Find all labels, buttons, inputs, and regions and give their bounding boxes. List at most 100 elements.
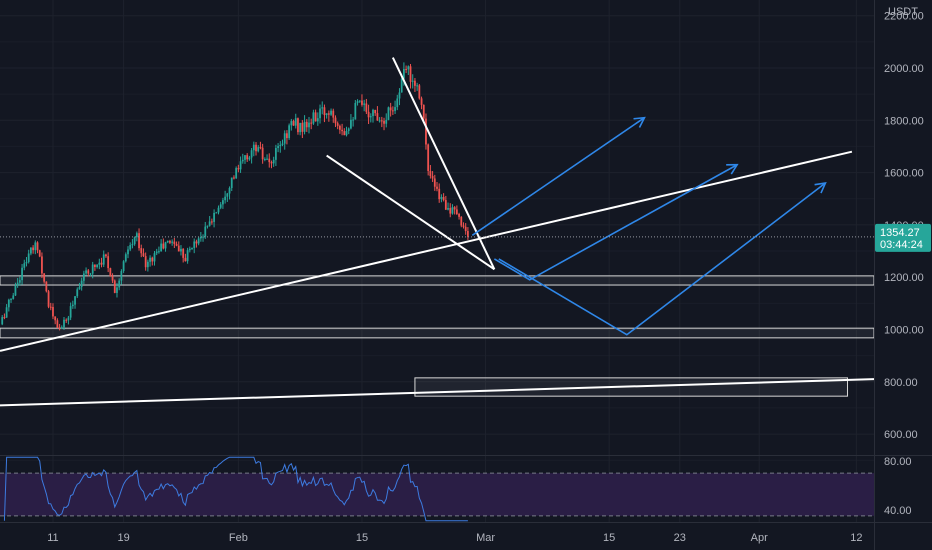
time-axis[interactable]: 11 19 Feb 15 Mar 15 23 Apr 12: [47, 532, 862, 544]
candle-body: [444, 200, 447, 210]
candle-body: [21, 267, 23, 281]
candle-body: [87, 270, 90, 274]
candle-body: [226, 193, 229, 197]
candle-body: [405, 69, 408, 71]
candle-body: [369, 116, 372, 118]
price-tick-label: 600.00: [884, 429, 918, 441]
candle-body: [418, 85, 421, 99]
candle-body: [197, 238, 200, 244]
price-tick-label: 2000.00: [884, 63, 924, 75]
candles[interactable]: [1, 62, 469, 331]
candle-body: [383, 120, 385, 124]
candle-body: [76, 289, 79, 297]
candle-body: [131, 244, 134, 246]
candle-body: [182, 248, 185, 258]
candle-body: [162, 243, 165, 249]
candle-body: [173, 241, 176, 244]
candle-body: [111, 276, 114, 281]
trend-line: [0, 150, 853, 352]
candle-body: [177, 245, 180, 252]
candle-body: [248, 157, 251, 160]
candle-body: [321, 107, 324, 109]
candle-body: [133, 237, 136, 245]
candle-body: [184, 257, 187, 262]
time-tick-label: Apr: [751, 532, 768, 544]
candle-body: [436, 186, 438, 189]
price-tick-label: 1600.00: [884, 168, 924, 180]
candle-body: [272, 159, 275, 164]
candle-body: [433, 178, 436, 187]
candle-body: [116, 287, 118, 293]
candle-body: [270, 162, 273, 164]
candle-body: [237, 168, 240, 170]
candle-body: [98, 262, 101, 265]
candle-body: [36, 242, 39, 251]
candle-body: [239, 161, 242, 170]
candle-body: [319, 108, 321, 119]
candle-body: [261, 147, 264, 160]
candle-body: [455, 209, 458, 215]
candle-body: [259, 147, 262, 149]
candle-body: [241, 159, 244, 162]
candle-body: [199, 236, 202, 239]
candle-body: [228, 188, 231, 194]
candle-body: [299, 122, 302, 133]
time-tick-label: 23: [674, 532, 686, 544]
candle-body: [122, 261, 125, 272]
candle-body: [47, 291, 50, 307]
rsi-line: [3, 456, 468, 522]
candle-body: [422, 104, 425, 119]
candle-body: [69, 306, 72, 318]
candle-body: [288, 125, 291, 139]
candle-body: [23, 263, 26, 268]
candle-body: [314, 112, 317, 122]
candle-body: [365, 103, 368, 112]
candle-body: [71, 304, 74, 307]
price-tick-label: 2200.00: [884, 11, 924, 23]
candle-body: [345, 130, 348, 136]
candle-body: [210, 221, 213, 223]
candle-body: [206, 225, 209, 227]
candle-body: [102, 254, 105, 265]
price-tick-label: 800.00: [884, 377, 918, 389]
support-zone: [0, 275, 875, 286]
candle-body: [54, 316, 57, 321]
candle-body: [65, 319, 68, 321]
candle-body: [169, 240, 171, 243]
candle-body: [305, 121, 308, 128]
time-tick-label: 15: [356, 532, 368, 544]
candle-body: [80, 280, 83, 287]
candle-body: [193, 241, 196, 248]
candle-body: [142, 253, 145, 257]
candle-body: [16, 282, 19, 286]
candle-body: [286, 133, 288, 139]
grid: [0, 0, 874, 522]
candle-body: [466, 231, 469, 237]
candle-body: [352, 119, 355, 121]
candle-body: [400, 78, 403, 93]
candle-body: [235, 168, 238, 179]
candle-body: [462, 225, 465, 227]
candle-body: [332, 110, 335, 118]
trend-line: [0, 378, 875, 407]
time-tick-label: 15: [603, 532, 615, 544]
candle-body: [144, 256, 147, 268]
candle-body: [160, 243, 163, 252]
candle-body: [440, 196, 443, 200]
projection-arrows[interactable]: [471, 116, 827, 336]
candle-body: [202, 236, 204, 238]
candle-body: [268, 158, 271, 163]
trend-lines[interactable]: [0, 57, 875, 407]
candle-body: [27, 253, 30, 262]
candle-body: [188, 248, 191, 251]
candle-body: [453, 207, 456, 210]
candle-body: [460, 216, 463, 226]
candle-body: [96, 264, 99, 268]
candle-body: [354, 102, 357, 120]
rsi-pane[interactable]: [0, 455, 932, 523]
price-tick-label: 1800.00: [884, 115, 924, 127]
time-tick-label: 11: [47, 532, 58, 544]
